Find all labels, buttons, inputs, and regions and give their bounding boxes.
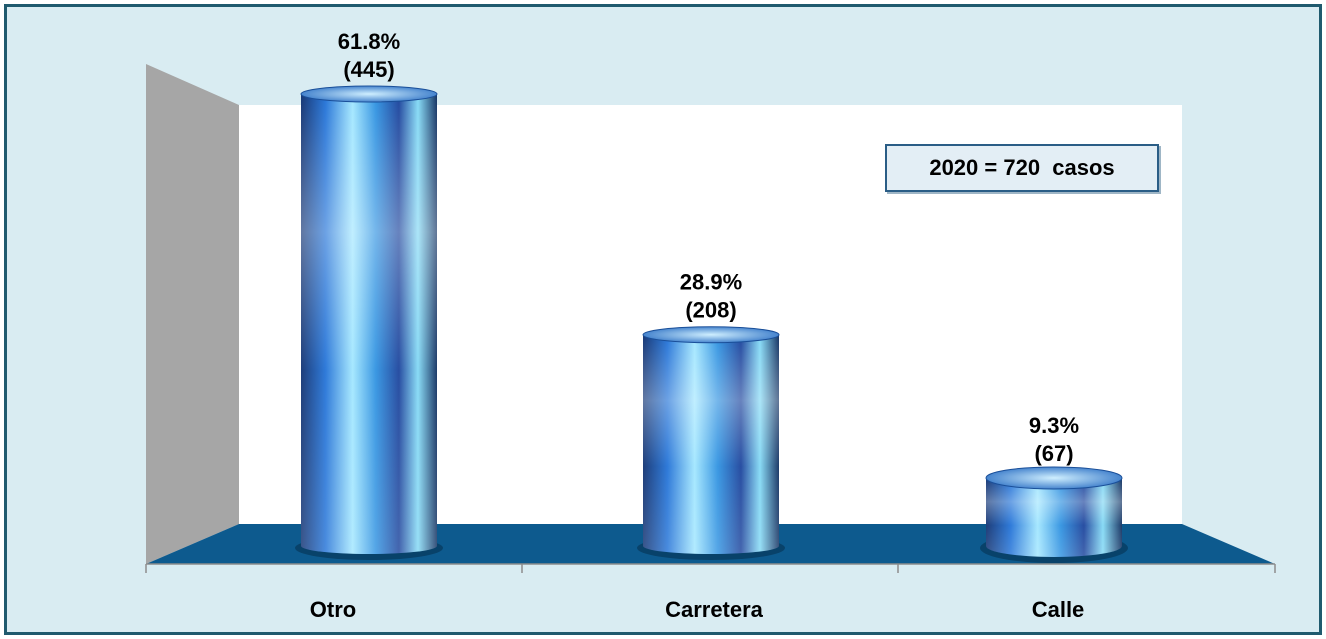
x-tick-label: Calle: [1032, 597, 1085, 622]
bar-top-cap: [985, 466, 1123, 490]
data-label-count: (208): [685, 298, 736, 323]
bar-top-cap: [642, 326, 780, 344]
bar-calle: [980, 466, 1128, 563]
data-label-percent: 9.3%: [1029, 413, 1079, 438]
x-tick-label: Otro: [310, 597, 356, 622]
side-wall: [146, 64, 239, 564]
bar-sheen: [643, 334, 779, 554]
bar-top-cap: [300, 85, 438, 103]
x-tick-label: Carretera: [665, 597, 764, 622]
bar-carretera: [637, 326, 785, 560]
bar-chart: 61.8% (445) Otro 28.9% (208) Carretera 9.3% (67…: [145, 29, 1276, 622]
data-label-percent: 61.8%: [338, 29, 400, 54]
bar-otro: [295, 85, 443, 560]
data-label-count: (67): [1034, 441, 1073, 466]
chart-frame: 61.8% (445) Otro 28.9% (208) Carretera 9.3% (67…: [4, 4, 1322, 635]
bar-sheen: [986, 477, 1122, 557]
bars-group: [295, 85, 1128, 563]
data-label-count: (445): [343, 57, 394, 82]
data-label-percent: 28.9%: [680, 270, 742, 295]
bar-sheen: [301, 94, 437, 554]
total-cases-box: 2020 = 720 casos: [885, 144, 1159, 192]
labels-group: 61.8% (445) Otro 28.9% (208) Carretera 9.3% (67…: [310, 29, 1085, 622]
